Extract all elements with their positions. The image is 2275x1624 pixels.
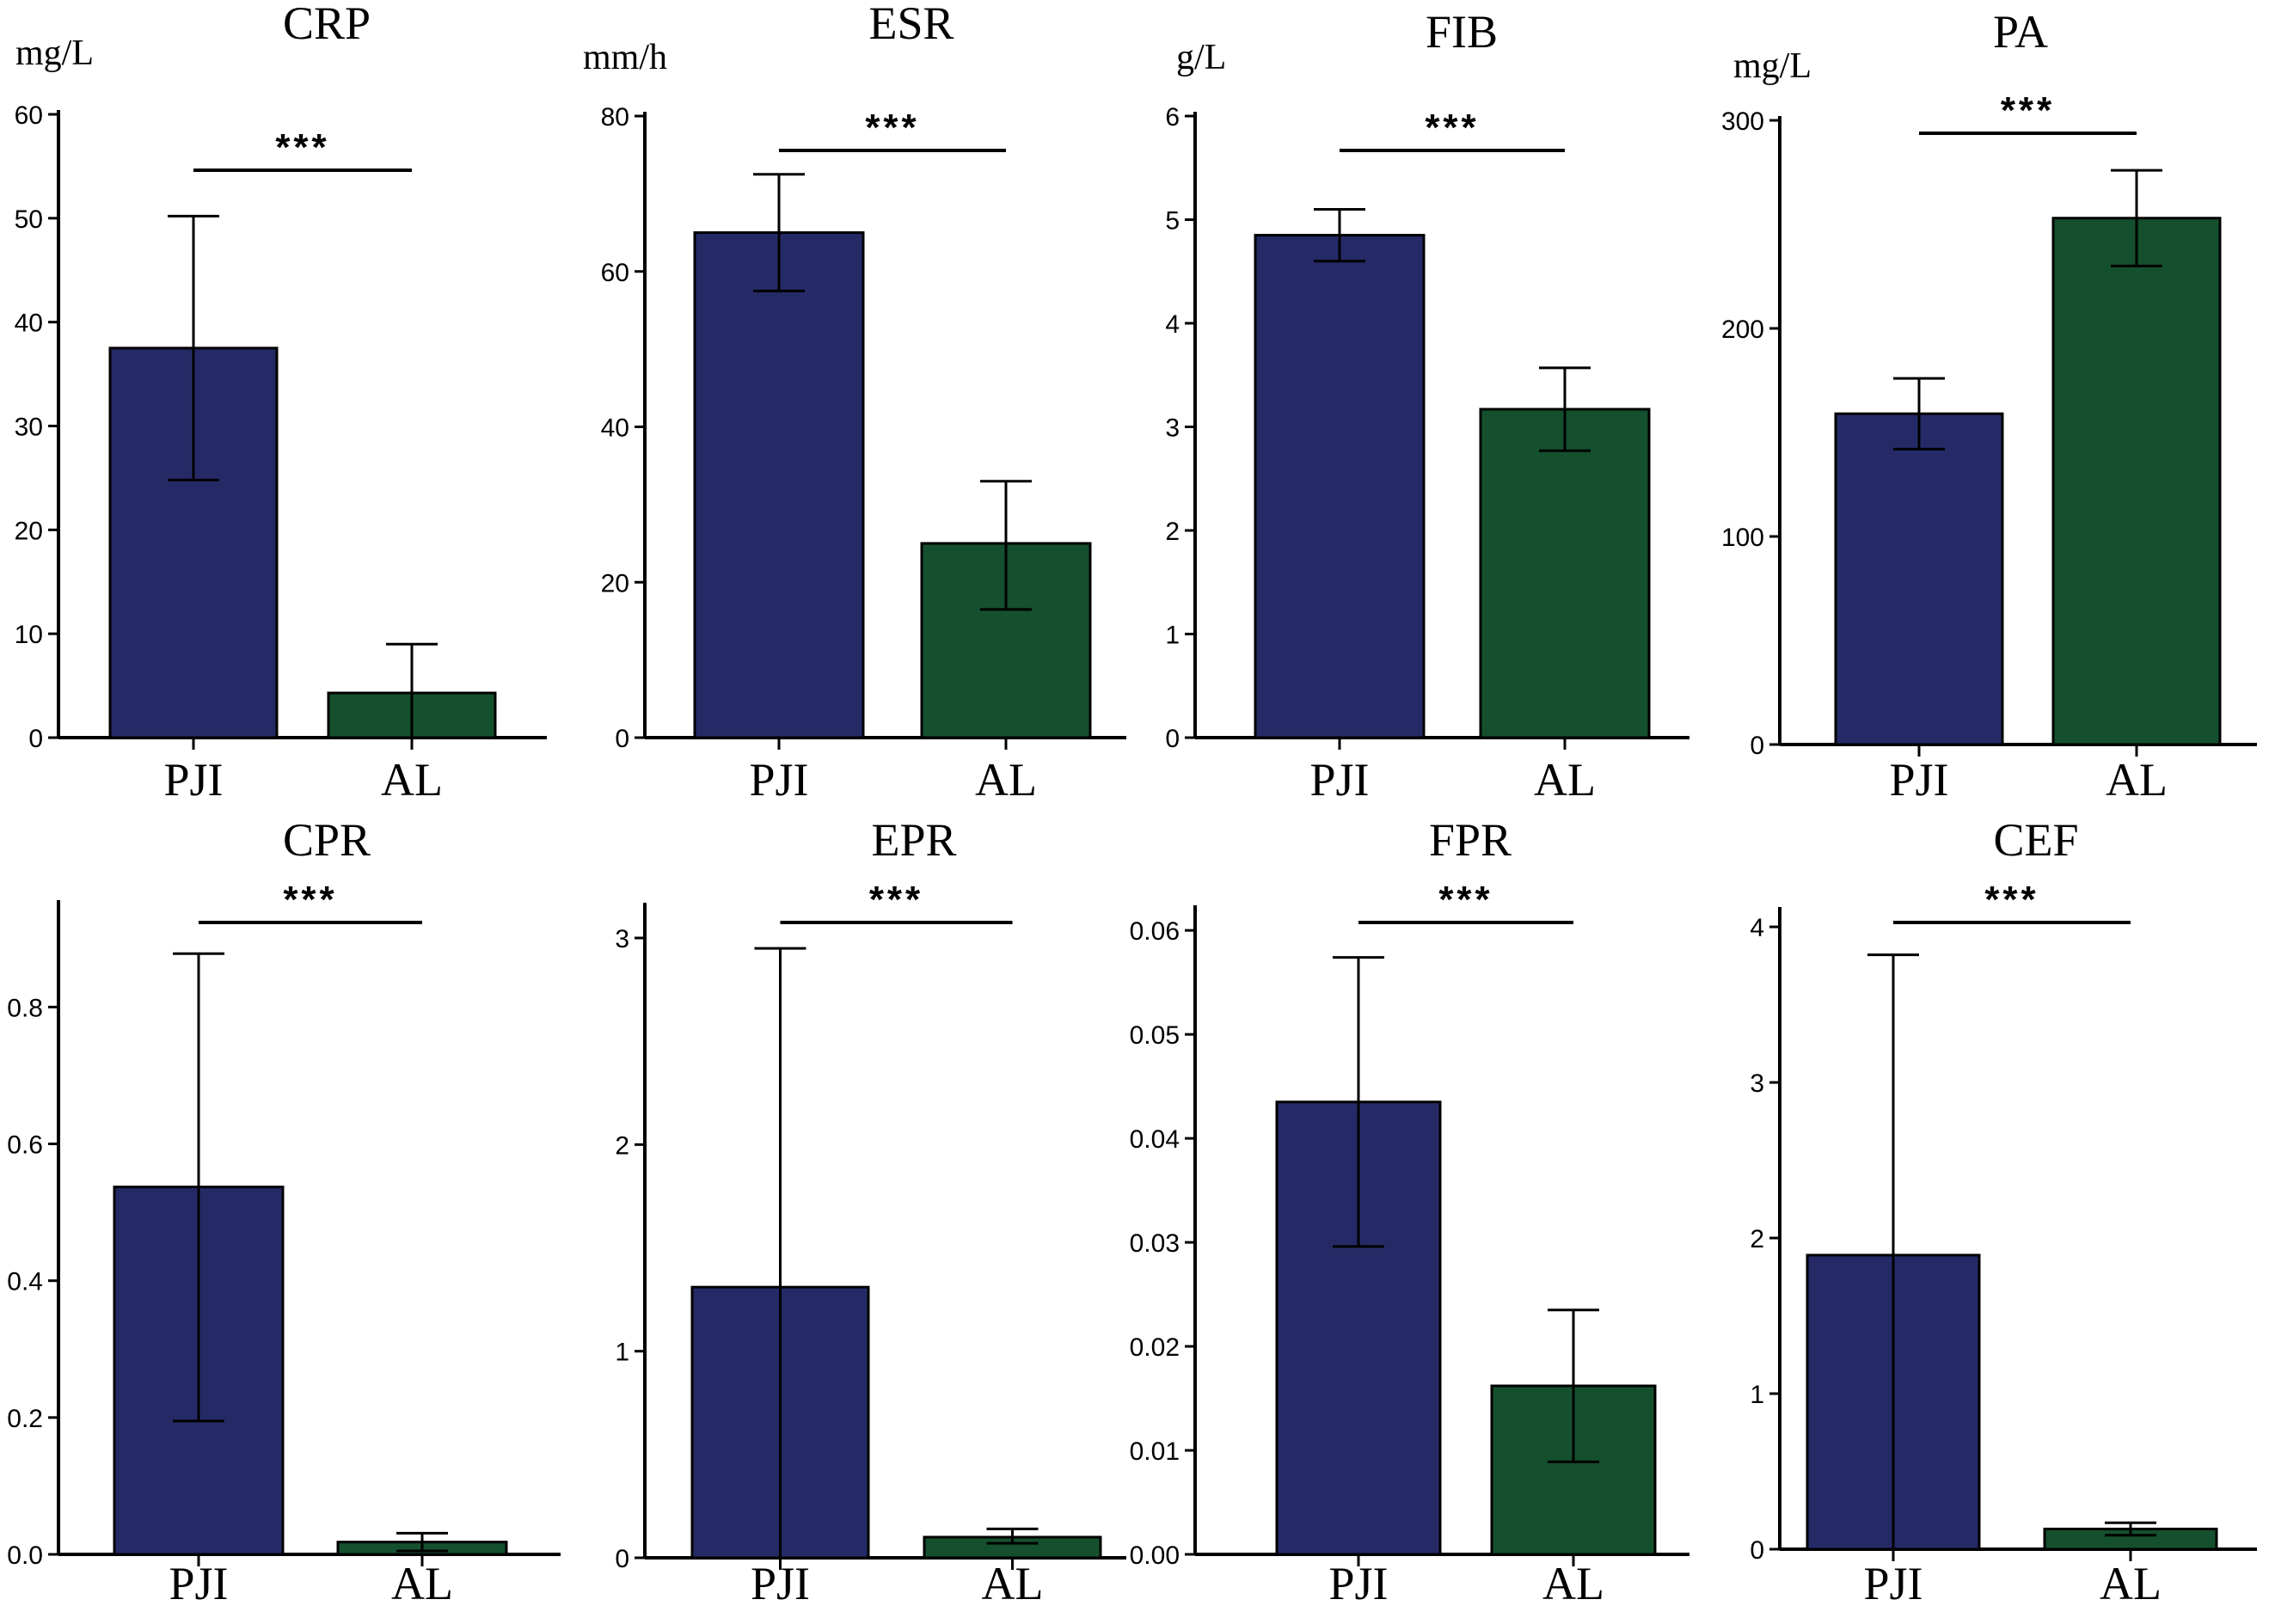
panel-esr-bar-pji — [693, 231, 865, 739]
panel-cpr-y-tick-label: 0.0 — [7, 1541, 43, 1570]
panel-fib-unit-label: g/L — [1176, 38, 1226, 77]
panel-cef-y-tick-label: 3 — [1750, 1069, 1764, 1098]
panel-fpr-y-tick-label: 0.03 — [1130, 1229, 1180, 1258]
panel-fpr-y-tick-label: 0.06 — [1130, 917, 1180, 946]
panel-cef-title: CEF — [1993, 814, 2078, 866]
panel-fpr-x-label-pji: PJI — [1328, 1558, 1388, 1609]
panel-pa-y-tick-label: 100 — [1721, 524, 1764, 552]
panel-pa-unit-label: mg/L — [1733, 46, 1812, 86]
panel-fpr-significance-label: *** — [1438, 879, 1493, 921]
panel-crp-y-tick-label: 40 — [15, 309, 43, 338]
panel-pa-significance-label: *** — [2001, 89, 2055, 132]
panel-fib-bar-al — [1479, 408, 1651, 739]
panel-crp-y-tick-label: 50 — [15, 205, 43, 234]
panel-pa-x-label-pji: PJI — [1889, 754, 1948, 806]
panel-pa-bar-al — [2051, 217, 2222, 746]
panel-cef-y-tick-label: 4 — [1750, 914, 1764, 942]
panel-crp-y-tick-label: 0 — [28, 725, 43, 753]
panel-fib-bar-pji — [1254, 234, 1426, 739]
panel-pa-y-tick-label: 300 — [1721, 107, 1764, 136]
panel-epr-y-tick-label: 0 — [615, 1545, 629, 1573]
panel-fib-y-tick-label: 1 — [1165, 622, 1180, 650]
panel-crp-x-label-al: AL — [381, 754, 443, 806]
panel-pa-title: PA — [1993, 6, 2048, 58]
panel-pa-x-label-al: AL — [2106, 754, 2168, 806]
panel-crp-unit-label: mg/L — [15, 34, 94, 73]
panel-cpr-significance-label: *** — [283, 879, 337, 921]
panel-epr-y-tick-label: 1 — [615, 1339, 629, 1367]
panel-esr-title: ESR — [868, 0, 954, 49]
panel-fib-y-tick-label: 6 — [1165, 103, 1180, 132]
panel-crp-y-tick-label: 20 — [15, 517, 43, 545]
panel-fib-y-tick-label: 3 — [1165, 414, 1180, 443]
panel-fpr-y-tick-label: 0.05 — [1130, 1021, 1180, 1050]
panel-cef-significance-label: *** — [1984, 879, 2039, 921]
panel-fib-x-label-pji: PJI — [1309, 754, 1369, 806]
panel-fib-significance-label: *** — [1425, 107, 1479, 149]
panel-fpr-y-tick-label: 0.02 — [1130, 1333, 1180, 1362]
panel-epr-x-label-pji: PJI — [751, 1558, 810, 1609]
panel-crp-y-tick-label: 10 — [15, 621, 43, 649]
panel-crp-title: CRP — [283, 0, 371, 49]
panel-crp-x-label-pji: PJI — [163, 754, 223, 806]
panel-esr-y-tick-label: 40 — [601, 414, 629, 443]
panel-fib-x-label-al: AL — [1534, 754, 1596, 806]
panel-esr-x-label-al: AL — [975, 754, 1037, 806]
panel-esr-y-tick-label: 60 — [601, 259, 629, 287]
panel-fpr-x-label-al: AL — [1542, 1558, 1604, 1609]
panel-cpr-x-label-pji: PJI — [169, 1558, 228, 1609]
panel-esr-x-label-pji: PJI — [749, 754, 808, 806]
panel-esr-unit-label: mm/h — [583, 38, 667, 77]
panel-fib-y-tick-label: 4 — [1165, 310, 1180, 339]
panel-cpr-y-tick-label: 0.8 — [7, 994, 43, 1022]
panel-epr-significance-label: *** — [869, 879, 923, 921]
panel-fpr-y-tick-label: 0.01 — [1130, 1437, 1180, 1466]
panel-crp-significance-label: *** — [275, 126, 329, 169]
panel-cpr-y-tick-label: 0.2 — [7, 1405, 43, 1433]
panel-fpr-y-tick-label: 0.04 — [1130, 1125, 1180, 1154]
panel-esr-y-tick-label: 80 — [601, 103, 629, 132]
panel-epr-y-tick-label: 2 — [615, 1131, 629, 1160]
panel-crp-y-tick-label: 30 — [15, 414, 43, 442]
panel-epr-x-label-al: AL — [982, 1558, 1044, 1609]
panel-fpr-title: FPR — [1429, 814, 1512, 866]
panel-esr-significance-label: *** — [865, 107, 919, 149]
panel-cpr-title: CPR — [283, 814, 371, 866]
panel-fib-y-tick-label: 0 — [1165, 725, 1180, 753]
panel-fib-y-tick-label: 5 — [1165, 207, 1180, 236]
panel-cef-y-tick-label: 1 — [1750, 1381, 1764, 1409]
panel-epr-y-tick-label: 3 — [615, 925, 629, 953]
panel-fib-title: FIB — [1426, 6, 1498, 58]
panel-cpr-x-label-al: AL — [391, 1558, 453, 1609]
panel-cef-y-tick-label: 0 — [1750, 1536, 1764, 1565]
panel-crp-y-tick-label: 60 — [15, 101, 43, 130]
panel-cef-x-label-pji: PJI — [1863, 1558, 1922, 1609]
panel-esr-y-tick-label: 0 — [615, 725, 629, 753]
panel-pa-y-tick-label: 0 — [1750, 732, 1764, 760]
panel-esr-y-tick-label: 20 — [601, 569, 629, 598]
panel-cef-x-label-al: AL — [2100, 1558, 2162, 1609]
panel-cef-y-tick-label: 2 — [1750, 1225, 1764, 1253]
panel-epr-title: EPR — [871, 814, 956, 866]
panel-pa-bar-pji — [1834, 412, 2004, 746]
panel-fib-y-tick-label: 2 — [1165, 518, 1180, 546]
panel-pa-y-tick-label: 200 — [1721, 316, 1764, 344]
panel-cpr-y-tick-label: 0.4 — [7, 1268, 43, 1296]
panel-cpr-y-tick-label: 0.6 — [7, 1131, 43, 1160]
panel-fpr-y-tick-label: 0.00 — [1130, 1541, 1180, 1570]
